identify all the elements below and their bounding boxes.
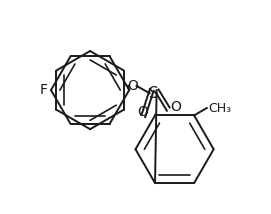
Text: O: O — [137, 105, 148, 119]
Text: O: O — [170, 100, 181, 114]
Text: CH₃: CH₃ — [208, 101, 232, 114]
Text: O: O — [127, 79, 138, 93]
Text: F: F — [40, 83, 48, 97]
Text: S: S — [149, 86, 158, 101]
